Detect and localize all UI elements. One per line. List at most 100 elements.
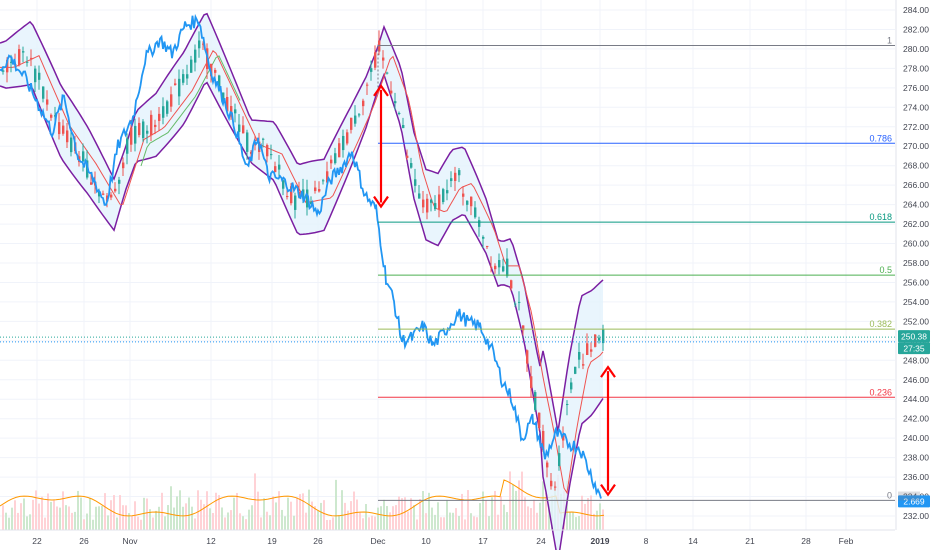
volume-bar [239, 513, 241, 530]
candle-body [386, 72, 389, 74]
candle-body [242, 125, 245, 134]
fib-level-label: 0.236 [869, 387, 892, 397]
x-tick-label: 17 [478, 536, 488, 546]
volume-bar [395, 505, 397, 530]
volume-bar [431, 507, 433, 530]
volume-bar [287, 497, 289, 530]
y-tick-label: 262.00 [903, 219, 929, 229]
candle-body [162, 106, 165, 118]
volume-bar [338, 514, 340, 530]
volume-bar [23, 498, 25, 530]
volume-bar [455, 508, 457, 530]
volume-bar [524, 497, 526, 530]
y-tick-label: 240.00 [903, 433, 929, 443]
volume-bar [539, 502, 541, 530]
candle-body [222, 92, 225, 101]
candle-body [450, 178, 453, 182]
volume-bar [209, 508, 211, 530]
volume-bar [266, 511, 268, 530]
candle-body [238, 124, 241, 132]
x-tick-label: 10 [421, 536, 431, 546]
candle-body [394, 101, 397, 104]
y-tick-label: 264.00 [903, 200, 929, 210]
volume-bar [299, 494, 301, 530]
volume-bar [542, 481, 544, 530]
volume-bar [131, 515, 133, 530]
candle-body [246, 132, 249, 152]
volume-bar [290, 501, 292, 530]
volume-bar [218, 495, 220, 530]
candle-body [218, 75, 221, 90]
volume-bar [158, 506, 160, 530]
volume-bar [260, 517, 262, 530]
volume-bar [599, 503, 601, 530]
volume-bar [401, 498, 403, 530]
candle-body [326, 171, 329, 183]
y-tick-label: 272.00 [903, 122, 929, 132]
y-tick-label: 242.00 [903, 414, 929, 424]
candle-body [322, 180, 325, 182]
candle-body [138, 122, 141, 136]
volume-bar [284, 516, 286, 530]
volume-bar [14, 500, 16, 530]
candle-body [534, 392, 537, 410]
x-tick-label: 24 [536, 536, 546, 546]
volume-bar [425, 513, 427, 530]
candle-body [498, 260, 501, 268]
volume-bar [26, 516, 28, 530]
candle-body [494, 265, 497, 270]
candle-body [310, 201, 313, 205]
candle-body [574, 366, 577, 374]
candle-body [274, 166, 277, 173]
volume-bar [416, 519, 418, 530]
candle-body [522, 325, 525, 331]
candle-body [338, 143, 341, 158]
volume-bar [449, 512, 451, 530]
candle-body [354, 115, 357, 124]
volume-bar [434, 514, 436, 530]
volume-bar [350, 501, 352, 530]
candle-body [202, 43, 205, 45]
volume-bar [326, 519, 328, 530]
volume-bar [170, 486, 172, 530]
volume-bar [356, 499, 358, 530]
volume-bar [38, 503, 40, 530]
volume-bar [362, 518, 364, 530]
fib-level-label: 0.382 [869, 319, 892, 329]
volume-bar [533, 499, 535, 530]
volume-bar [95, 506, 97, 530]
volume-bar [5, 512, 7, 530]
candle-body [454, 172, 457, 181]
volume-bar [77, 490, 79, 530]
countdown-badge-bg [898, 342, 930, 355]
volume-bar [374, 516, 376, 530]
volume-bar [317, 510, 319, 530]
volume-bar [194, 518, 196, 530]
candle-body [434, 203, 437, 210]
compare-value-badge: 2.669 [903, 497, 925, 507]
volume-bar [530, 508, 532, 530]
candle-body [342, 135, 345, 151]
x-tick-label: 26 [313, 536, 323, 546]
y-tick-label: 244.00 [903, 394, 929, 404]
volume-ma-line [0, 479, 605, 517]
volume-bar [11, 507, 13, 530]
candle-body [550, 480, 553, 487]
candle-body [366, 84, 369, 86]
candle-body [98, 191, 101, 197]
candle-body [134, 125, 137, 144]
candle-body [418, 193, 421, 199]
volume-bar [275, 502, 277, 530]
volume-bar [503, 504, 505, 530]
volume-bar [278, 491, 280, 530]
volume-bar [176, 496, 178, 530]
volume-bar [452, 512, 454, 530]
candle-body [30, 57, 33, 59]
volume-bar [32, 499, 34, 530]
volume-bar [518, 480, 520, 530]
candle-body [142, 121, 145, 139]
candle-body [426, 198, 429, 213]
volume-bar [152, 517, 154, 530]
candle-body [474, 207, 477, 218]
candle-body [570, 382, 573, 390]
